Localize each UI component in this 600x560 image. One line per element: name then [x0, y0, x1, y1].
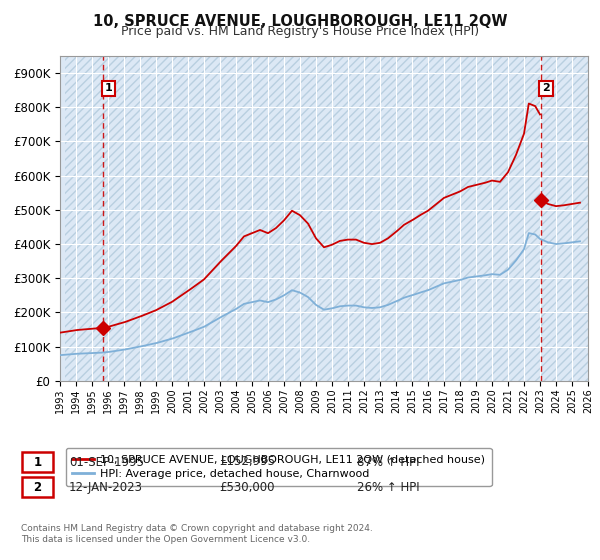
FancyBboxPatch shape	[22, 452, 53, 472]
Text: £530,000: £530,000	[219, 480, 275, 494]
FancyBboxPatch shape	[22, 477, 53, 497]
Text: 26% ↑ HPI: 26% ↑ HPI	[357, 480, 419, 494]
Text: Price paid vs. HM Land Registry's House Price Index (HPI): Price paid vs. HM Land Registry's House …	[121, 25, 479, 38]
Text: 87% ↑ HPI: 87% ↑ HPI	[357, 455, 419, 469]
Text: 1: 1	[104, 83, 112, 94]
Text: 2: 2	[34, 480, 41, 494]
Text: 10, SPRUCE AVENUE, LOUGHBOROUGH, LE11 2QW: 10, SPRUCE AVENUE, LOUGHBOROUGH, LE11 2Q…	[93, 14, 507, 29]
Text: 01-SEP-1995: 01-SEP-1995	[69, 455, 144, 469]
Legend: 10, SPRUCE AVENUE, LOUGHBOROUGH, LE11 2QW (detached house), HPI: Average price, : 10, SPRUCE AVENUE, LOUGHBOROUGH, LE11 2Q…	[65, 448, 491, 486]
Text: 12-JAN-2023: 12-JAN-2023	[69, 480, 143, 494]
Text: 2: 2	[542, 83, 550, 94]
Text: 1: 1	[34, 455, 41, 469]
Text: Contains HM Land Registry data © Crown copyright and database right 2024.
This d: Contains HM Land Registry data © Crown c…	[21, 524, 373, 544]
Text: £152,995: £152,995	[219, 455, 275, 469]
